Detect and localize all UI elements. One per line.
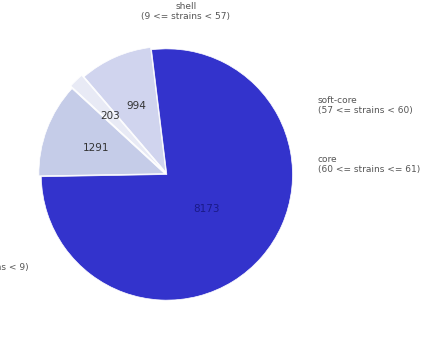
Text: 994: 994 [126,101,146,111]
Wedge shape [71,75,163,171]
Wedge shape [84,47,166,172]
Text: soft-core
(57 <= strains < 60): soft-core (57 <= strains < 60) [318,96,413,115]
Wedge shape [41,49,292,300]
Text: 203: 203 [100,111,120,121]
Text: 8173: 8173 [194,204,220,214]
Text: cloud
(strains < 9): cloud (strains < 9) [0,252,29,272]
Text: shell
(9 <= strains < 57): shell (9 <= strains < 57) [141,2,230,21]
Text: core
(60 <= strains <= 61): core (60 <= strains <= 61) [318,155,420,174]
Text: 1291: 1291 [83,143,109,153]
Wedge shape [39,89,165,176]
